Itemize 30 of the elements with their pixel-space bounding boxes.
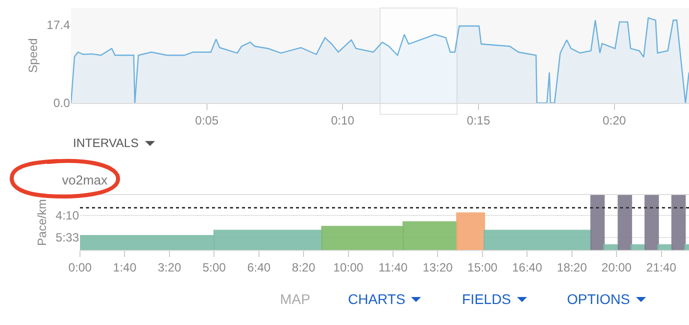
x-tick-label: 10:00 [333,260,364,274]
y-tick-label: 4:10 [56,208,80,223]
x-tick-label: 0:10 [330,113,355,128]
x-tick-label: 0:05 [195,113,219,128]
x-tick-label: 11:40 [378,260,408,274]
text: CHARTS [348,291,406,307]
y-tick-label: 17.4 [46,18,70,32]
text: OPTIONS [567,291,630,307]
chart-title: vo2max [62,172,108,188]
x-tick-label: 3:20 [158,260,182,274]
y-tick-label: 5:33 [56,230,80,245]
y-axis-title: Pace/km [34,199,49,246]
y-axis-title: Speed [26,38,40,73]
x-tick-label: 0:20 [602,113,626,128]
x-tick-label: 5:00 [202,260,226,274]
text: MAP [280,291,310,307]
x-tick-label: 21:40 [646,260,677,274]
x-tick-label: 16:40 [512,260,542,274]
text: INTERVALS [73,136,139,150]
x-tick-label: 13:20 [422,260,454,274]
x-tick-label: 20:00 [602,260,632,274]
x-tick-label: 0:15 [466,113,490,128]
x-tick-label: 8:20 [292,260,316,274]
x-tick-label: 15:00 [467,260,498,274]
x-tick-label: 1:40 [113,260,137,274]
x-tick-label: 6:40 [247,260,271,274]
x-tick-label: 0:00 [68,260,92,274]
y-tick-label: 0.0 [53,96,70,110]
x-tick-label: 18:20 [556,260,588,274]
text: FIELDS [462,291,512,307]
